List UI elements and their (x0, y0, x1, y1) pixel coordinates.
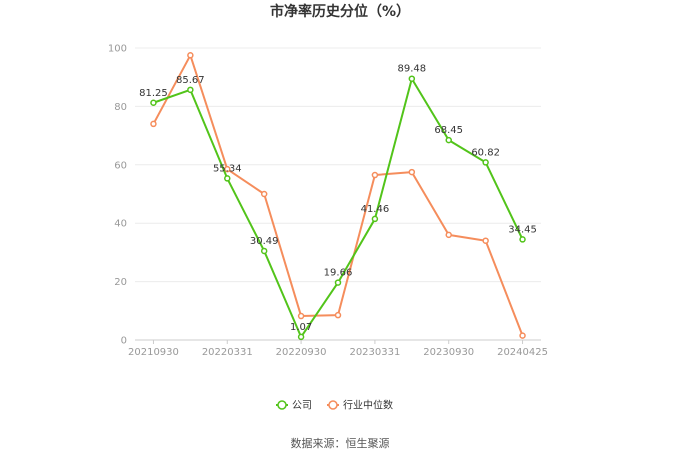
legend[interactable]: 公司 行业中位数 (276, 399, 393, 412)
legend-item-industry-median[interactable]: 行业中位数 (327, 399, 393, 412)
grid (135, 47, 541, 341)
industry-median-point[interactable] (260, 190, 268, 198)
data-label: 41.46 (361, 204, 390, 215)
y-tick-label: 20 (114, 277, 127, 288)
industry-median-point[interactable] (150, 120, 157, 128)
source-note: 数据来源：恒生聚源 (291, 436, 390, 450)
company-point[interactable] (150, 99, 157, 106)
axes: 0 20 40 60 80 100 20210930 20220331 20220930 2023… (108, 44, 548, 359)
y-tick-label: 60 (114, 160, 127, 171)
industry-median-point[interactable] (187, 52, 194, 59)
legend-swatch-marker (277, 400, 287, 410)
company-point[interactable] (224, 175, 231, 182)
x-tick-label: 20220930 (276, 347, 327, 358)
data-label: 81.25 (139, 88, 168, 99)
data-label: 34.45 (508, 224, 537, 235)
x-tick-label: 20220331 (202, 347, 253, 358)
industry-median-point[interactable] (482, 237, 489, 244)
legend-swatch-marker (328, 400, 338, 410)
x-tick-label: 20240425 (497, 347, 548, 358)
company-point[interactable] (371, 215, 379, 223)
data-labels: 81.25 85.67 55.34 30.49 1.07 19.66 41.46 89.48 6… (139, 64, 537, 333)
data-label: 68.45 (434, 125, 463, 136)
company-point[interactable] (334, 279, 342, 286)
industry-median-point[interactable] (408, 168, 416, 176)
x-tick-label: 20230331 (349, 347, 400, 358)
data-label: 89.48 (397, 64, 426, 75)
data-label: 85.67 (176, 75, 205, 86)
company-line (153, 77, 524, 338)
legend-label: 公司 (292, 401, 312, 412)
legend-item-company[interactable]: 公司 (276, 400, 312, 412)
y-tick-label: 0 (121, 336, 127, 347)
industry-median-point[interactable] (371, 171, 379, 179)
company-point[interactable] (187, 86, 194, 94)
y-tick-label: 40 (114, 219, 127, 230)
company-point[interactable] (260, 247, 268, 255)
industry-median-point[interactable] (445, 231, 452, 239)
data-label: 1.07 (290, 322, 312, 333)
industry-median-point[interactable] (334, 311, 342, 319)
y-tick-label: 80 (114, 102, 127, 113)
industry-median-line (152, 54, 524, 336)
company-point[interactable] (297, 333, 305, 341)
industry-median-point[interactable] (519, 332, 526, 339)
company-point[interactable] (408, 75, 416, 82)
x-tick-label: 20230930 (423, 347, 474, 358)
industry-median-point[interactable] (297, 312, 305, 320)
data-label: 55.34 (213, 163, 242, 174)
series (150, 52, 526, 341)
legend-label: 行业中位数 (343, 399, 393, 412)
company-point[interactable] (445, 136, 452, 144)
industry-median-point[interactable] (224, 165, 231, 173)
x-tick-label: 20210930 (128, 347, 179, 358)
chart-title: 市净率历史分位（%） (270, 3, 410, 20)
data-label: 19.66 (324, 268, 353, 279)
y-tick-label: 100 (108, 44, 127, 55)
data-label: 60.82 (471, 147, 500, 158)
data-label: 30.49 (250, 236, 279, 247)
company-point[interactable] (482, 159, 489, 166)
company-point[interactable] (519, 236, 526, 243)
